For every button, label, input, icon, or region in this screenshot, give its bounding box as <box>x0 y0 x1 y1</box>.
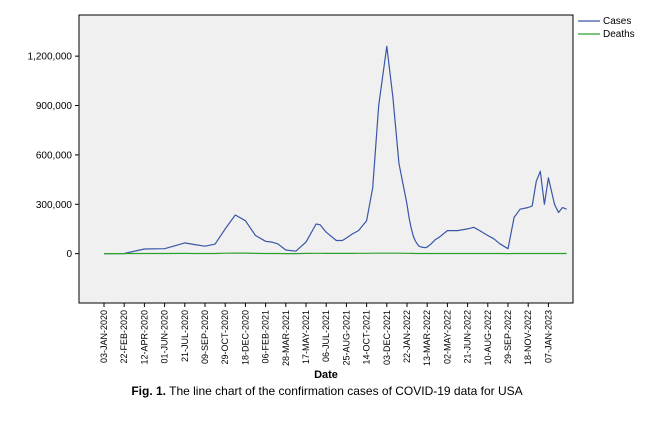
x-tick-label: 13-MAR-2022 <box>422 310 432 366</box>
y-tick-label: 900,000 <box>36 101 73 112</box>
x-tick-label: 18-DEC-2020 <box>240 310 250 365</box>
x-tick-label: 28-MAR-2021 <box>281 310 291 366</box>
x-tick-label: 22-JAN-2022 <box>402 310 412 363</box>
x-tick-label: 22-FEB-2020 <box>119 310 129 364</box>
x-tick-label: 25-AUG-2021 <box>341 310 351 366</box>
x-tick-label: 03-JAN-2020 <box>99 310 109 363</box>
x-tick-label: 01-JUN-2020 <box>160 310 170 364</box>
y-tick-label: 300,000 <box>36 200 73 211</box>
x-tick-label: 21-JUL-2020 <box>180 310 190 362</box>
x-tick-label: 21-JUN-2022 <box>463 310 473 364</box>
x-tick-label: 17-MAY-2021 <box>301 310 311 364</box>
x-tick-label: 29-OCT-2020 <box>220 310 230 365</box>
legend: Cases Deaths <box>578 16 635 40</box>
y-tick-label: 600,000 <box>36 150 73 161</box>
legend-deaths-label: Deaths <box>603 29 635 40</box>
figure-caption: Fig. 1. The line chart of the confirmati… <box>0 384 654 398</box>
x-tick-label: 18-NOV-2022 <box>523 310 533 365</box>
y-tick-label: 0 <box>66 249 72 260</box>
x-axis: 03-JAN-2020 22-FEB-2020 12-APR-2020 01-JUN-… <box>99 303 553 366</box>
series-layer <box>103 45 567 255</box>
series-line-deaths <box>104 252 567 255</box>
x-tick-label: 02-MAY-2022 <box>442 310 452 364</box>
x-tick-label: 09-SEP-2020 <box>200 310 210 364</box>
x-tick-label: 06-FEB-2021 <box>261 310 271 364</box>
x-tick-label: 29-SEP-2022 <box>503 310 513 364</box>
x-tick-label: 14-OCT-2021 <box>362 310 372 365</box>
caption-prefix: Fig. 1. <box>131 384 167 398</box>
x-tick-label: 12-APR-2020 <box>139 310 149 365</box>
caption-text: The line chart of the confirmation cases… <box>166 384 523 398</box>
plot-area <box>78 14 574 304</box>
x-tick-label: 06-JUL-2021 <box>321 310 331 362</box>
y-axis: 0 300,000 600,000 900,000 1,200,000 <box>28 52 79 260</box>
x-axis-title: Date <box>314 369 338 381</box>
x-tick-label: 03-DEC-2021 <box>382 310 392 365</box>
legend-cases-label: Cases <box>603 16 631 27</box>
x-tick-label: 07-JAN-2023 <box>543 310 553 363</box>
series-line-cases <box>103 45 567 255</box>
y-tick-label: 1,200,000 <box>28 52 73 63</box>
x-tick-label: 10-AUG-2022 <box>483 310 493 366</box>
